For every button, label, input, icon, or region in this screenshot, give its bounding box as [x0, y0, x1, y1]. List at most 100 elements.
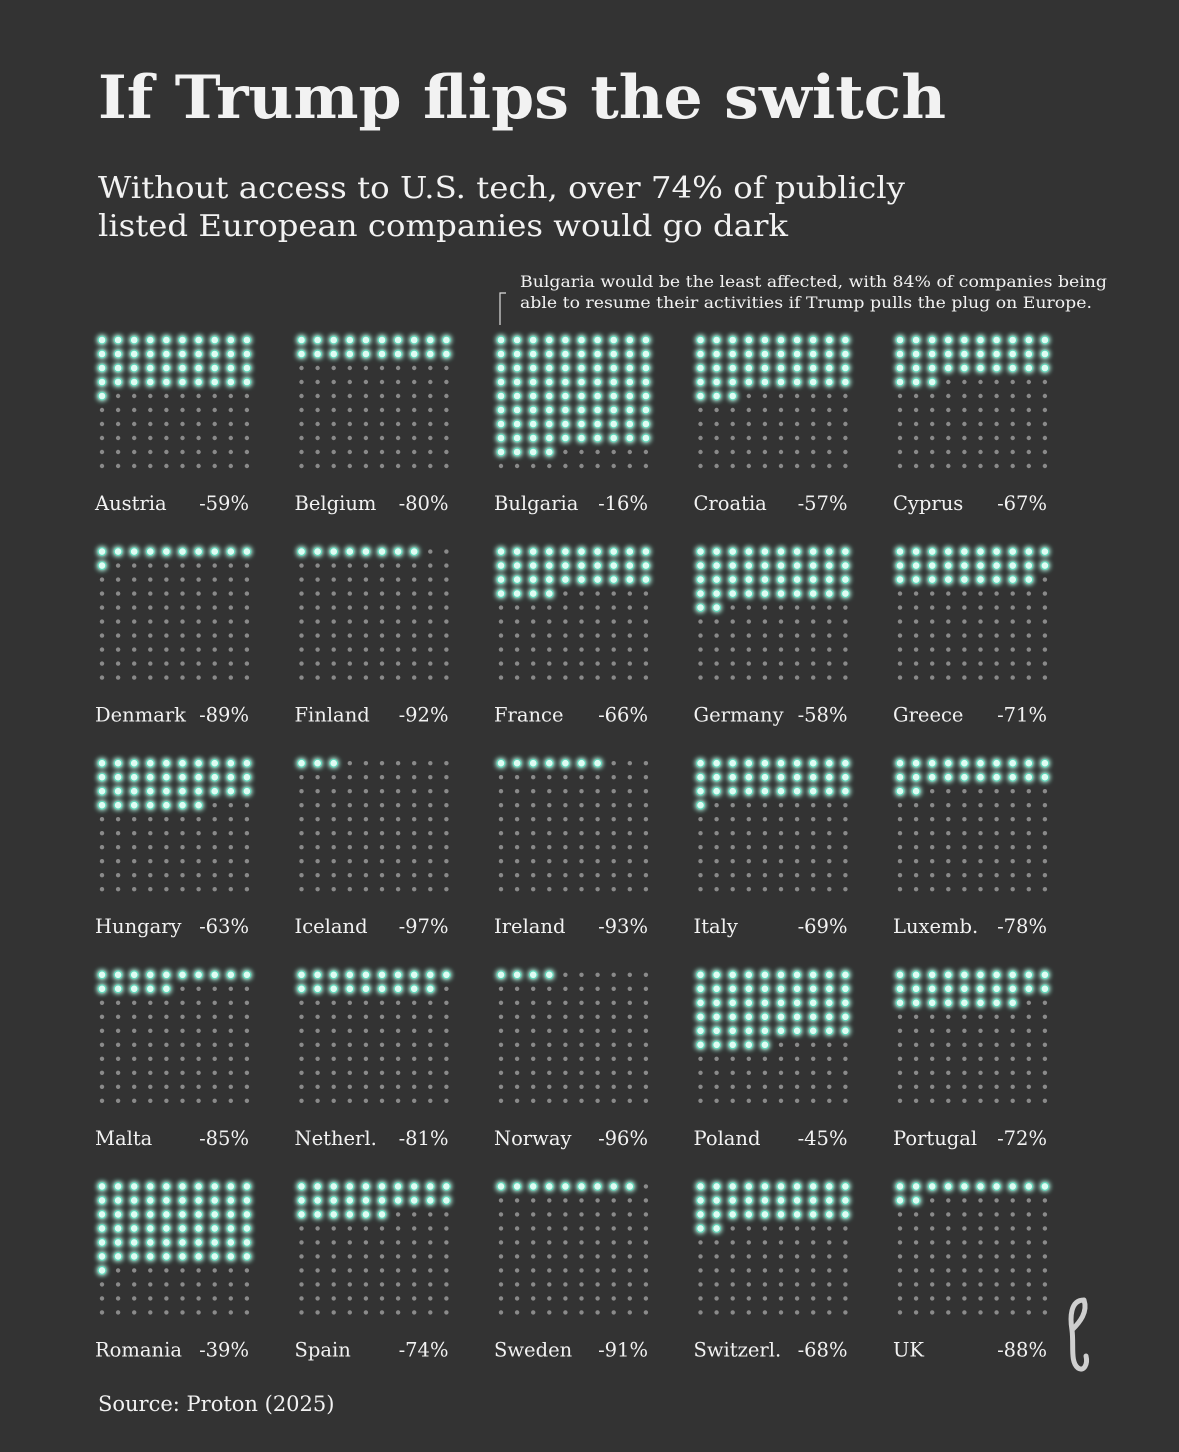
lit-dot [113, 984, 123, 994]
lit-dots [97, 335, 252, 401]
lit-dots [297, 335, 451, 359]
dark-dot [299, 449, 304, 455]
lit-dot [943, 984, 953, 994]
dark-dot [913, 1098, 919, 1104]
lit-dot [959, 335, 969, 345]
dark-dot [1010, 647, 1015, 652]
dark-dot [897, 845, 903, 850]
lit-dot [744, 1181, 754, 1191]
dark-dot [444, 379, 449, 385]
dark-dot [379, 1296, 385, 1301]
dark-dot [514, 1042, 520, 1048]
annotation: able to resume their activities if Trump… [520, 294, 1092, 312]
dark-dots [498, 1184, 649, 1315]
dark-dot [595, 1000, 600, 1005]
dark-dot [196, 1056, 201, 1062]
dark-dot [115, 1268, 121, 1273]
lit-dot [728, 1040, 738, 1050]
lit-dot [927, 547, 937, 557]
lit-dot [129, 1237, 139, 1247]
dark-dot [196, 1070, 201, 1076]
lit-dot [313, 758, 323, 768]
dark-dot [498, 675, 504, 680]
dark-dot [730, 1310, 735, 1315]
dark-dot [978, 1310, 983, 1315]
lit-dot [625, 433, 635, 443]
dark-dot [746, 1056, 751, 1062]
dark-dot [1042, 1198, 1048, 1203]
lit-dots [895, 758, 1050, 796]
lit-dot [297, 758, 307, 768]
lit-dot [792, 970, 802, 980]
dark-dot [1042, 675, 1048, 680]
dark-dot [395, 1296, 401, 1301]
dark-dot [444, 1212, 449, 1217]
lit-dot [377, 984, 387, 994]
dark-dot [1026, 1042, 1032, 1048]
lit-dot [943, 998, 953, 1008]
lit-dot [512, 1181, 522, 1191]
dark-dot [315, 1226, 320, 1231]
dark-dot [762, 1282, 768, 1287]
dark-dot [579, 1240, 584, 1245]
dark-dot [395, 1240, 401, 1245]
dark-dot [563, 986, 568, 991]
dark-dot [531, 873, 536, 878]
dark-dot [946, 633, 951, 638]
dark-dot [643, 633, 649, 638]
lit-dot [760, 1209, 770, 1219]
dark-dot [347, 761, 352, 766]
dark-dot [1010, 393, 1015, 399]
dark-dot [428, 1310, 433, 1315]
dark-dot [978, 435, 983, 441]
dark-dot [946, 845, 951, 850]
dark-dot [315, 1240, 320, 1245]
dark-dot [196, 845, 201, 850]
dark-dot [978, 1198, 983, 1203]
lit-dot [329, 1181, 339, 1191]
dark-dot [1026, 873, 1032, 878]
lit-dot [760, 772, 770, 782]
dark-dot [180, 1000, 185, 1005]
country-waffle: Portugal -72% [893, 970, 1050, 1150]
dark-dot [962, 619, 967, 624]
dark-dot [315, 1014, 320, 1019]
dark-dot [698, 449, 703, 455]
dark-dots [498, 972, 649, 1104]
dark-dot [547, 647, 552, 652]
dark-dot [746, 845, 751, 850]
dark-dot [115, 393, 121, 399]
dark-dot [778, 887, 784, 892]
dark-dot [315, 1056, 320, 1062]
dark-dot [1042, 647, 1048, 652]
dark-dot [627, 859, 632, 864]
dark-dot [778, 1282, 784, 1287]
dark-dot [315, 577, 320, 582]
dark-dot [444, 789, 449, 794]
dark-dot [994, 1084, 999, 1090]
lit-dot [1008, 561, 1018, 571]
dark-dot [1010, 859, 1015, 864]
lit-dot [593, 391, 603, 401]
dark-dot [115, 873, 121, 878]
country-waffle: Finland -92% [295, 547, 449, 727]
dark-dot [794, 1056, 800, 1062]
dark-dot [347, 873, 352, 878]
dark-dot [1010, 1226, 1015, 1231]
dark-dot [412, 605, 417, 610]
dark-dot [444, 605, 449, 610]
dark-dot [315, 817, 320, 822]
lit-dot [911, 970, 921, 980]
dark-dot [563, 463, 568, 469]
dark-dot [1042, 789, 1048, 794]
country-label: France [494, 704, 564, 727]
dark-dot [1026, 647, 1032, 652]
dark-dot [531, 633, 536, 638]
dark-dot [794, 887, 800, 892]
dark-dot [299, 1056, 304, 1062]
lit-dot [808, 772, 818, 782]
dark-dot [299, 845, 304, 850]
dark-dot [547, 619, 552, 624]
dark-dot [778, 803, 784, 808]
dark-dot [412, 647, 417, 652]
